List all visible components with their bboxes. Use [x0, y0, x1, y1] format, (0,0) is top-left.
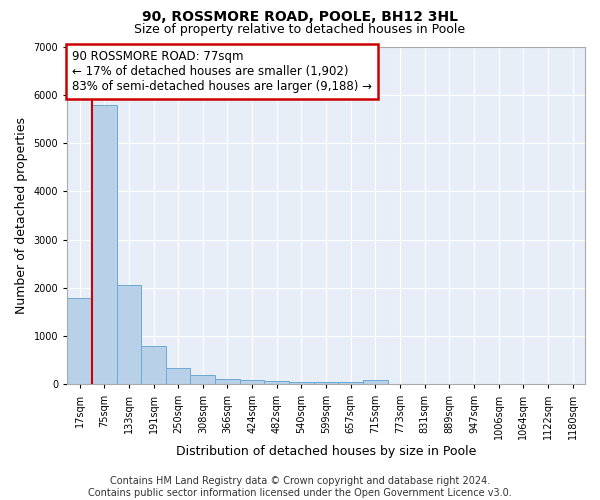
Y-axis label: Number of detached properties: Number of detached properties: [15, 117, 28, 314]
Bar: [190, 375, 215, 384]
Bar: [166, 368, 190, 384]
Bar: [314, 382, 338, 384]
Text: 90, ROSSMORE ROAD, POOLE, BH12 3HL: 90, ROSSMORE ROAD, POOLE, BH12 3HL: [142, 10, 458, 24]
Bar: [215, 380, 240, 384]
Bar: [116, 285, 141, 384]
X-axis label: Distribution of detached houses by size in Poole: Distribution of detached houses by size …: [176, 444, 476, 458]
Bar: [289, 382, 314, 384]
Text: Contains HM Land Registry data © Crown copyright and database right 2024.
Contai: Contains HM Land Registry data © Crown c…: [88, 476, 512, 498]
Bar: [265, 381, 289, 384]
Text: 90 ROSSMORE ROAD: 77sqm
← 17% of detached houses are smaller (1,902)
83% of semi: 90 ROSSMORE ROAD: 77sqm ← 17% of detache…: [73, 50, 373, 93]
Bar: [240, 380, 265, 384]
Bar: [92, 106, 116, 384]
Bar: [67, 298, 92, 384]
Bar: [363, 380, 388, 384]
Text: Size of property relative to detached houses in Poole: Size of property relative to detached ho…: [134, 22, 466, 36]
Bar: [141, 346, 166, 385]
Bar: [338, 382, 363, 384]
